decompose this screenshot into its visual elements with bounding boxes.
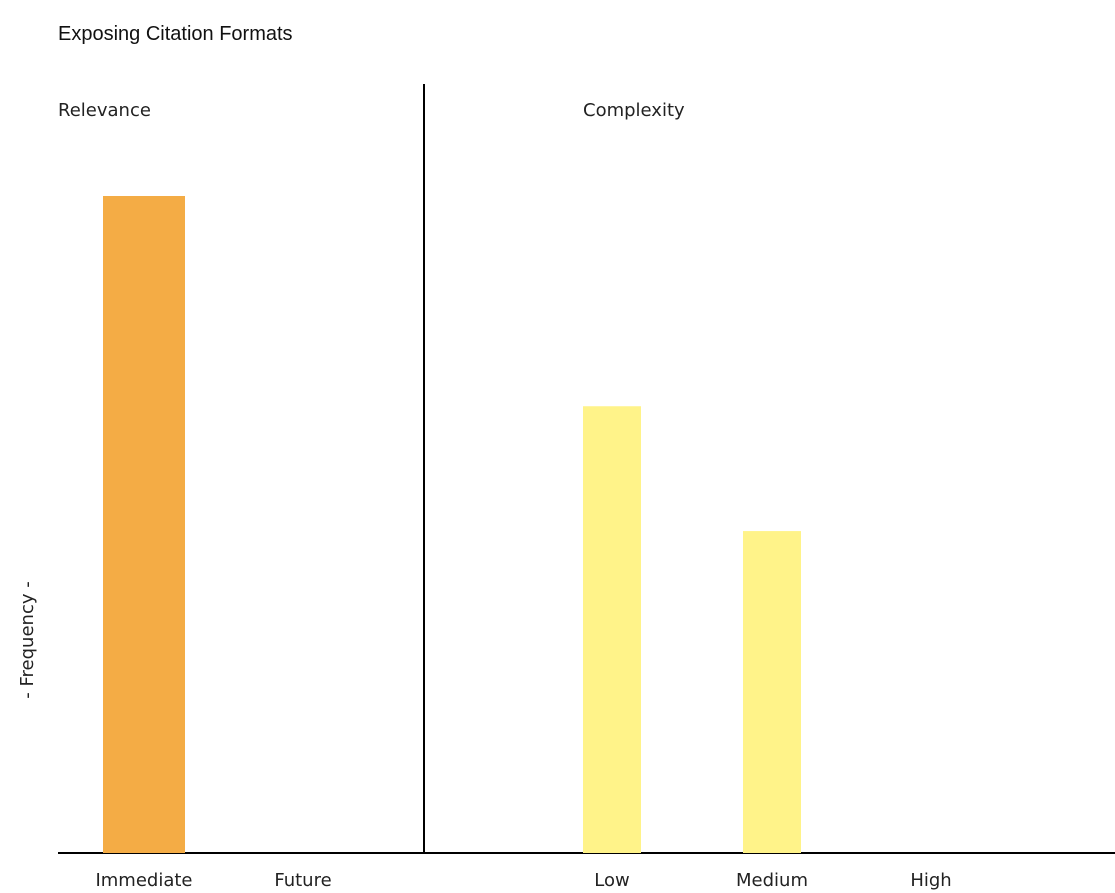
tick-label-immediate: Immediate: [95, 870, 192, 891]
tick-label-low: Low: [594, 870, 629, 891]
tick-label-future: Future: [274, 870, 331, 891]
tick-labels-layer: Immediate Future Low Medium High: [95, 870, 951, 891]
bar-medium: [743, 531, 801, 853]
panel-label-complexity: Complexity: [583, 100, 685, 121]
panel-label-relevance: Relevance: [58, 100, 151, 121]
tick-label-high: High: [910, 870, 951, 891]
bar-low: [583, 406, 641, 853]
y-axis-label: - Frequency -: [17, 581, 38, 698]
tick-label-medium: Medium: [736, 870, 808, 891]
bars-layer: [103, 196, 801, 853]
bar-immediate: [103, 196, 185, 853]
chart-title: Exposing Citation Formats: [58, 23, 293, 45]
